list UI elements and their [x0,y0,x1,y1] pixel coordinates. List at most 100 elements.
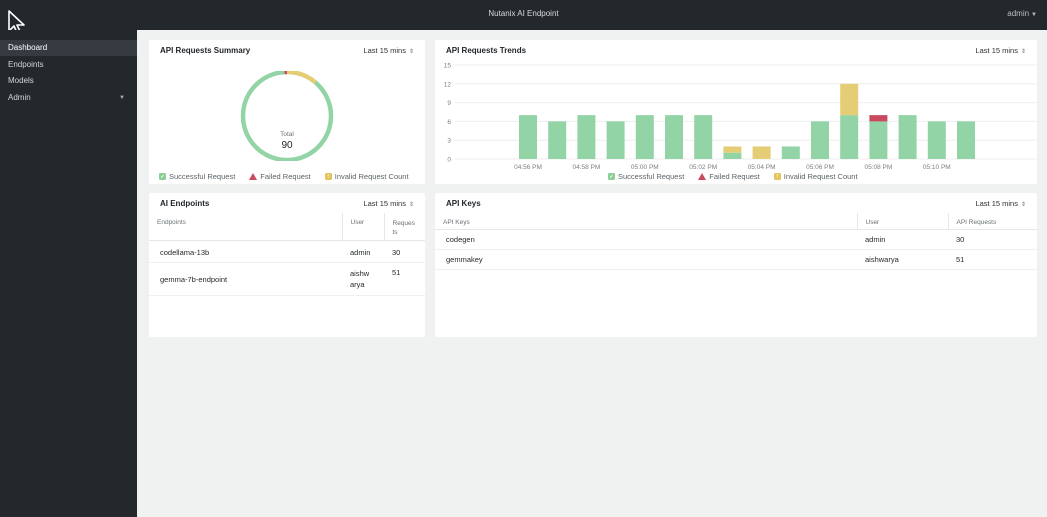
bar-successful-request[interactable] [781,146,800,159]
checkbox-checked-icon: ✓ [159,173,166,180]
donut-segment-successful [240,71,334,161]
time-range-select[interactable]: Last 15 mins ⇕ [363,199,414,208]
bar-successful-request[interactable] [840,115,859,159]
time-range-value: Last 15 mins [975,46,1018,55]
legend-label: Invalid Request Count [334,172,409,181]
endpoint-name[interactable]: gemma-7b-endpoint [149,262,342,296]
sort-arrows-icon: ⇕ [1020,202,1026,208]
ai-endpoints-card: AI Endpoints Last 15 mins ⇕ Endpoints Use… [149,193,425,337]
legend-successful[interactable]: ✓ Successful Request [608,172,684,181]
card-title: API Requests Trends [446,46,527,55]
column-header-endpoints[interactable]: Endpoints [149,213,343,241]
top-bar: Nutanix AI Endpoint admin ▼ [0,0,1047,36]
bar-invalid-request-count[interactable] [840,83,859,116]
bar-successful-request[interactable] [898,115,917,159]
donut-total-value: 90 [281,140,293,151]
donut-segment-failed [240,71,334,161]
api-key-requests: 51 [948,249,1037,270]
legend-failed[interactable]: Failed Request [249,172,311,181]
api-key-user: aishwarya [857,249,948,270]
time-range-value: Last 15 mins [975,199,1018,208]
api-keys-table: API Keys User API Requests codegen admin… [435,213,1037,270]
api-requests-summary-card: API Requests Summary Last 15 mins ⇕ Total… [149,40,425,184]
api-requests-trends-card: API Requests Trends Last 15 mins ⇕ 0 3 6 9 12… [435,40,1037,184]
requests-donut-chart: Total 90 [240,71,334,161]
bar-invalid-request-count[interactable] [723,146,742,153]
legend-invalid[interactable]: ! Invalid Request Count [324,172,409,181]
warning-triangle-icon [698,173,707,180]
time-range-select[interactable]: Last 15 mins ⇕ [363,46,414,55]
y-tick-label: 3 [447,138,451,145]
endpoint-user: aishw arya [342,262,384,296]
legend-label: Failed Request [260,172,311,181]
sidebar-item-label: Models [8,76,34,85]
bar-successful-request[interactable] [606,121,625,159]
x-tick-label: 05:00 PM [631,164,659,171]
bar-successful-request[interactable] [811,121,829,159]
x-tick-label: 05:10 PM [923,164,951,171]
card-title: API Keys [446,199,481,208]
bar-successful-request[interactable] [694,115,713,159]
sidebar-item-models[interactable]: Models [0,73,137,89]
api-keys-card: API Keys Last 15 mins ⇕ API Keys User API… [435,193,1037,337]
sidebar-item-endpoints[interactable]: Endpoints [0,57,137,73]
legend-failed[interactable]: Failed Request [698,172,760,181]
legend-label: Failed Request [709,172,760,181]
bar-successful-request[interactable] [519,115,537,159]
x-tick-label: 04:56 PM [514,164,542,171]
api-key-user: admin [857,229,948,250]
sidebar: Dashboard Endpoints Models Admin ▼ [0,30,137,517]
column-header-user[interactable]: User [342,213,385,241]
bar-successful-request[interactable] [548,121,567,159]
sort-arrows-icon: ⇕ [408,202,414,208]
checkbox-checked-icon: ✓ [608,173,615,180]
x-tick-label: 05:04 PM [748,164,776,171]
trends-legend: ✓ Successful Request Failed Request ! In… [608,172,858,181]
column-header-user[interactable]: User [857,213,949,230]
bar-successful-request[interactable] [665,115,683,159]
api-key-name[interactable]: gemmakey [435,249,857,270]
exclamation-icon: ! [324,173,332,180]
bar-successful-request[interactable] [723,152,742,159]
bar-successful-request[interactable] [927,121,946,159]
sidebar-item-label: Dashboard [8,43,48,52]
card-header: AI Endpoints Last 15 mins ⇕ [160,199,414,213]
sidebar-item-label: Admin [8,92,31,102]
endpoints-table: Endpoints User Reques ts codellama-13b a… [149,213,425,296]
exclamation-icon: ! [773,173,781,180]
legend-invalid[interactable]: ! Invalid Request Count [773,172,858,181]
bar-invalid-request-count[interactable] [752,146,771,159]
sort-arrows-icon: ⇕ [1020,49,1026,55]
chevron-down-icon: ▼ [1031,12,1037,18]
bar-failed-request[interactable] [869,115,888,122]
table-row[interactable]: gemma-7b-endpoint aishw arya 51 [149,262,425,296]
sidebar-item-label: Endpoints [8,59,44,69]
user-menu[interactable]: admin ▼ [1007,9,1037,18]
column-header-requests[interactable]: Reques ts [384,213,425,241]
api-key-name[interactable]: codegen [435,229,857,250]
y-tick-label: 15 [444,63,452,70]
table-row[interactable]: codellama-13b admin 30 [149,240,425,263]
sidebar-item-admin[interactable]: Admin ▼ [0,90,137,106]
y-tick-label: 6 [447,119,451,126]
sidebar-item-dashboard[interactable]: Dashboard [0,40,137,56]
bar-successful-request[interactable] [635,115,654,159]
legend-label: Invalid Request Count [783,172,858,181]
column-header-api-keys[interactable]: API Keys [435,213,858,230]
legend-successful[interactable]: ✓ Successful Request [159,172,235,181]
time-range-select[interactable]: Last 15 mins ⇕ [975,46,1026,55]
table-header-row: Endpoints User Reques ts [149,213,425,241]
bar-successful-request[interactable] [869,121,888,159]
column-header-api-requests[interactable]: API Requests [948,213,1037,230]
table-row[interactable]: codegen admin 30 [435,229,1037,250]
time-range-value: Last 15 mins [363,46,406,55]
bar-successful-request[interactable] [577,115,596,159]
time-range-select[interactable]: Last 15 mins ⇕ [975,199,1026,208]
user-menu-label: admin [1007,9,1030,18]
legend-label: Successful Request [618,172,685,181]
table-row[interactable]: gemmakey aishwarya 51 [435,249,1037,270]
endpoint-name[interactable]: codellama-13b [149,240,342,263]
api-key-requests: 30 [948,229,1037,250]
y-tick-label: 12 [444,81,452,88]
bar-successful-request[interactable] [957,121,975,159]
